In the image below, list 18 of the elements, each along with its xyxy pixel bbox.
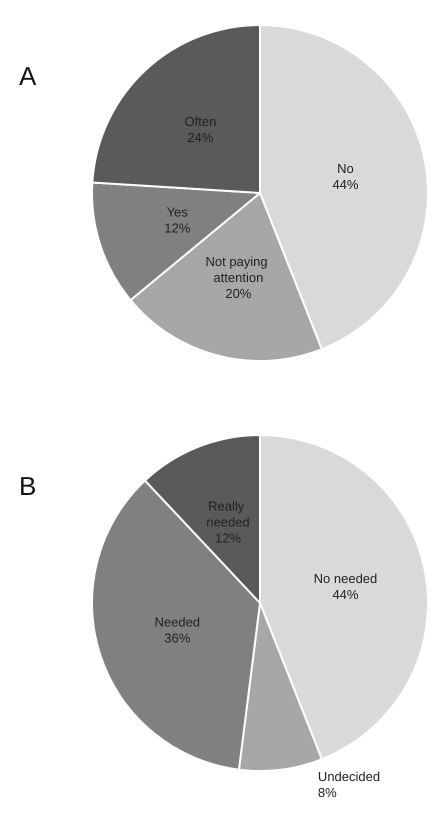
slice-label: No needed (314, 571, 378, 586)
data-label: 44% (332, 177, 359, 192)
data-label: 12% (214, 530, 242, 546)
text: A (19, 61, 37, 91)
data-label: 12% (164, 220, 191, 236)
text: B (19, 471, 36, 501)
data-label: 8% (318, 785, 338, 800)
slice-label: Really needed (206, 498, 250, 530)
data-label: 36% (164, 630, 191, 646)
slice-label: Yes (166, 204, 188, 220)
slice-label: Undecided (318, 769, 380, 784)
data-label: 44% (332, 587, 359, 602)
slice-label: Not paying attention (205, 254, 272, 285)
data-label: 20% (225, 286, 252, 301)
slice-label: No (337, 161, 354, 176)
data-label: 24% (187, 130, 214, 146)
slice-label: Needed (154, 614, 200, 630)
slice-label: Often (184, 114, 216, 130)
